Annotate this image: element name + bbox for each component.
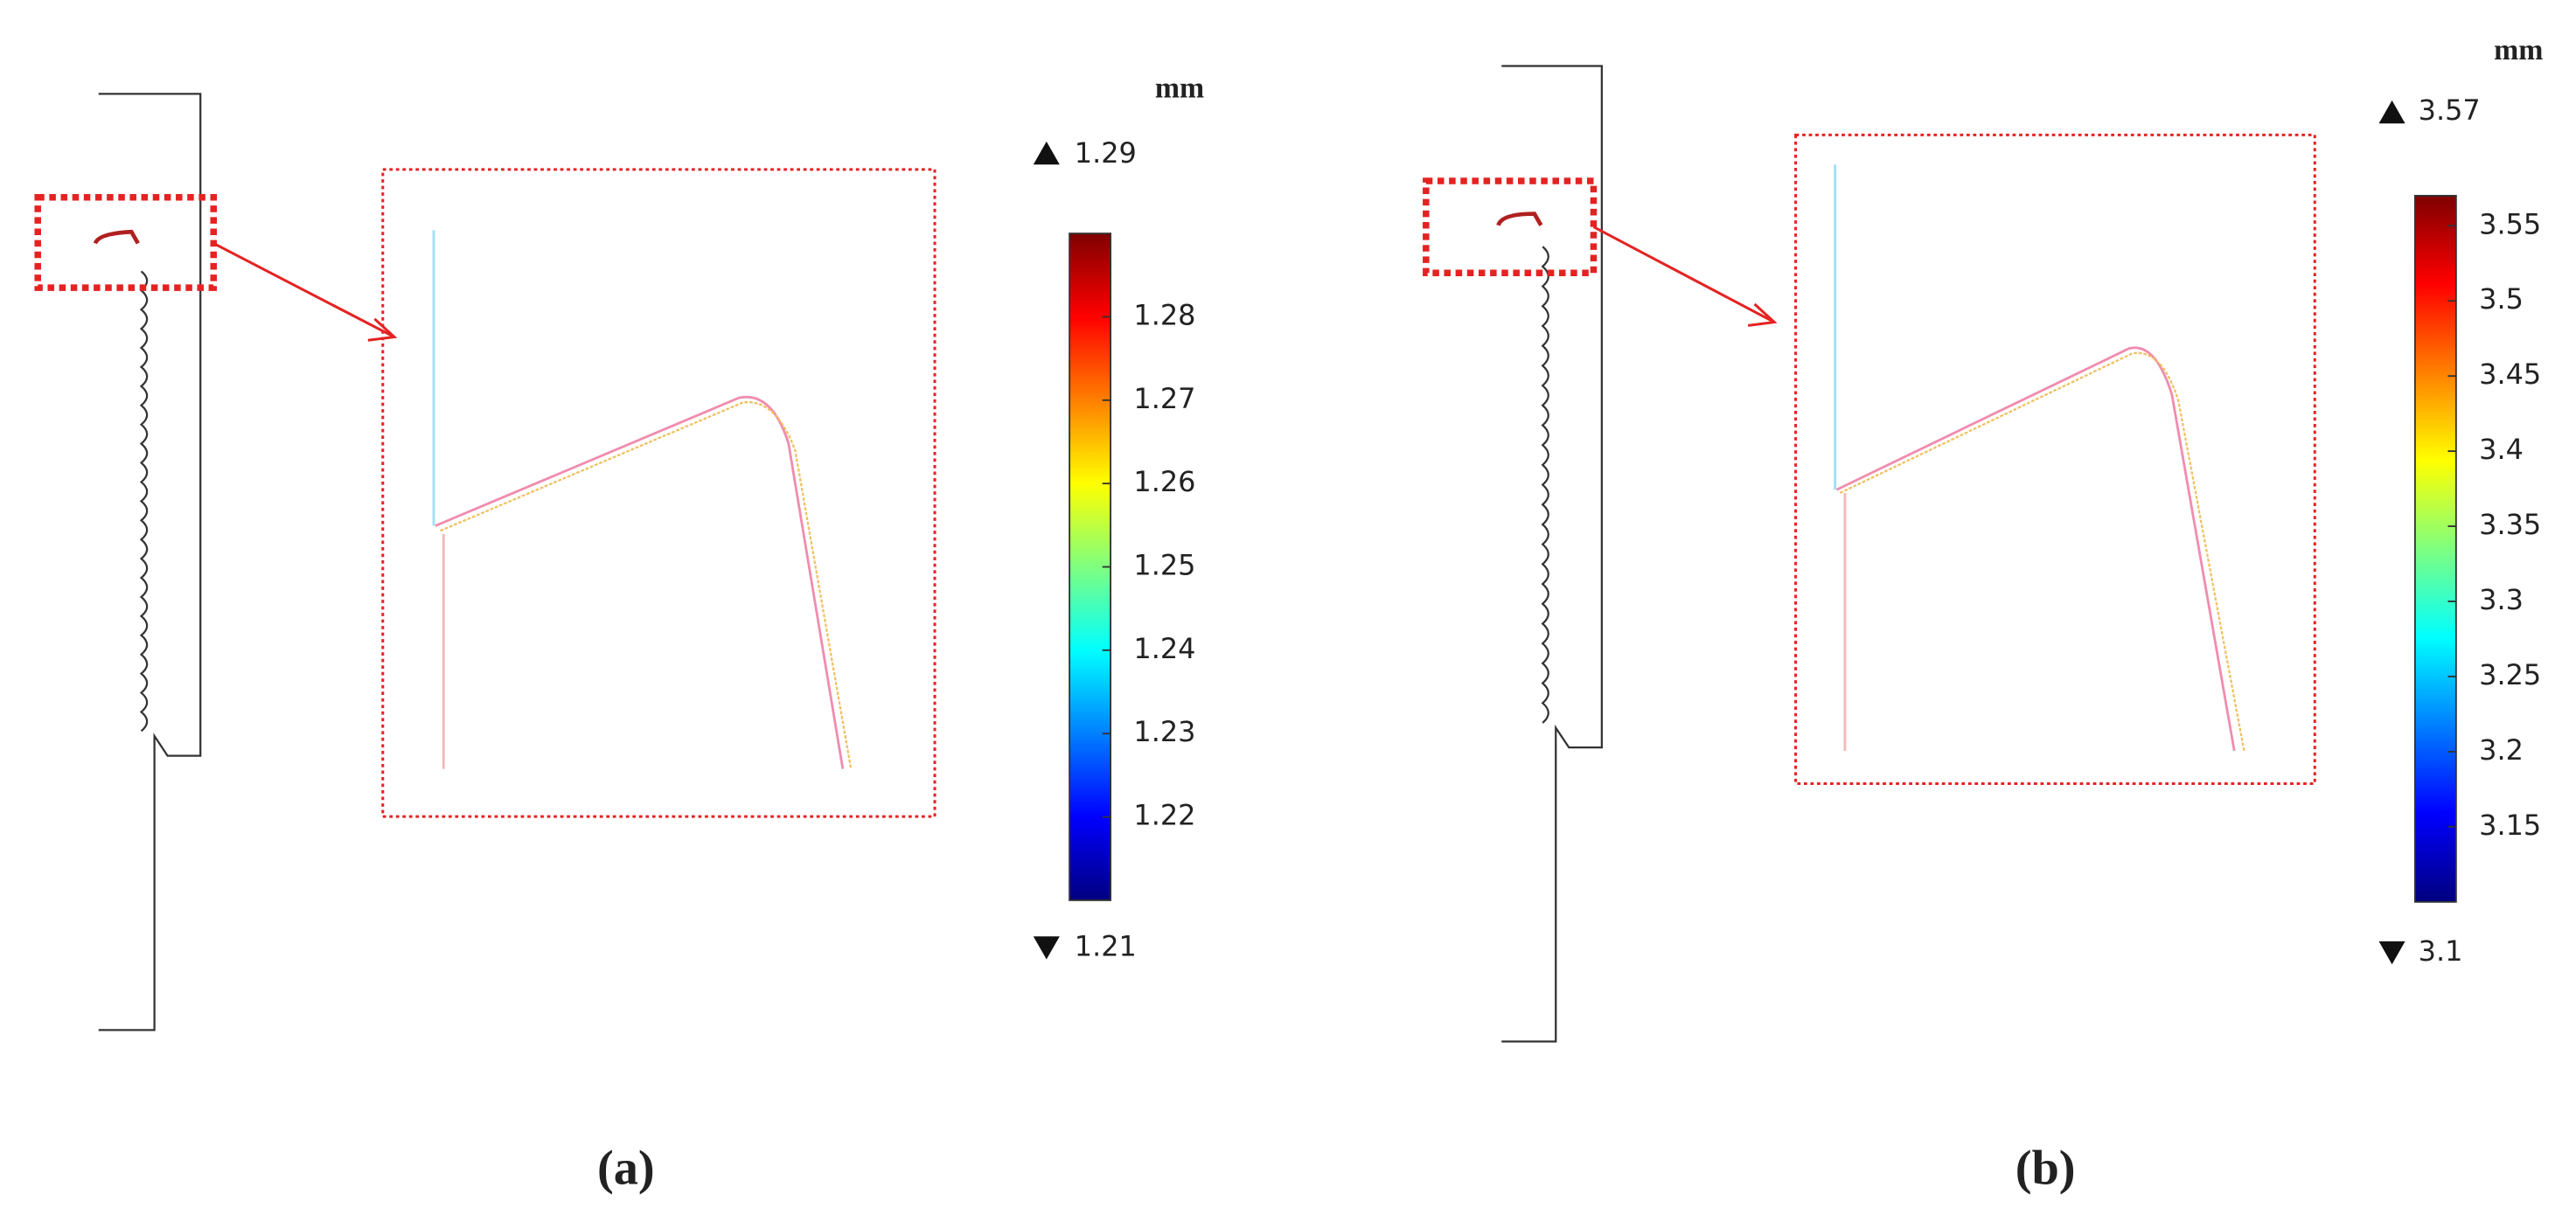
model-b: [1423, 65, 2316, 1043]
max-label: 3.57: [2419, 94, 2481, 127]
model-tip: [93, 229, 140, 245]
colorbar-tick-label: 1.23: [1133, 715, 1195, 748]
colorbar-tick-label: 3.35: [2479, 508, 2541, 541]
zoom-curve: [1835, 346, 2236, 752]
model-teeth: [1541, 246, 1549, 724]
arrow-head: [367, 317, 398, 342]
panel-caption: (b): [2016, 1142, 2076, 1196]
model-tip: [1496, 212, 1543, 226]
arrow: [1592, 226, 1775, 323]
colorbar-tick-label: 3.4: [2479, 433, 2524, 466]
colorbar-tick-label: 3.5: [2479, 282, 2524, 316]
min-marker: [2378, 941, 2405, 965]
colorbar-tick-label: 1.28: [1133, 298, 1195, 331]
zoom-curve: [435, 395, 845, 769]
min-marker: [1033, 936, 1060, 960]
colorbar-tick-label: 3.25: [2479, 658, 2541, 691]
zoom-curve: [1839, 351, 2245, 752]
colorbar-tick-label: 3.3: [2479, 583, 2524, 616]
detail-marker: [34, 194, 218, 291]
colorbar-tick-label: 3.2: [2479, 733, 2524, 767]
colorbar-tick-label: 1.22: [1133, 799, 1195, 832]
model-a: [34, 93, 936, 1031]
model-teeth: [139, 270, 149, 733]
colorbar-tick-label: 3.15: [2479, 809, 2541, 842]
model-outline: [1501, 65, 1603, 1043]
zoom-box: [1794, 133, 2316, 786]
arrow: [212, 242, 395, 338]
colorbar-tick-label: 1.24: [1133, 632, 1195, 665]
zoom-curve: [440, 401, 853, 769]
unit-label: mm: [2494, 34, 2543, 66]
zoom-box: [381, 168, 936, 818]
detail-marker: [1423, 177, 1598, 276]
model-outline: [98, 93, 202, 1031]
colorbar-tick-label: 1.25: [1133, 549, 1195, 582]
max-marker: [2378, 100, 2405, 124]
max-label: 1.29: [1075, 136, 1137, 170]
max-marker: [1033, 141, 1060, 165]
colorbar-tick-label: 3.55: [2479, 207, 2541, 240]
colorbar-tick-label: 3.45: [2479, 358, 2541, 391]
colorbar-tick-label: 1.27: [1133, 382, 1195, 415]
arrow-head: [1747, 302, 1778, 327]
unit-label: mm: [1155, 72, 1204, 104]
min-label: 1.21: [1075, 929, 1137, 962]
panel-caption: (a): [597, 1142, 655, 1196]
colorbar-tick-label: 1.26: [1133, 465, 1195, 498]
colorbar: [2413, 194, 2457, 903]
min-label: 3.1: [2419, 934, 2463, 968]
